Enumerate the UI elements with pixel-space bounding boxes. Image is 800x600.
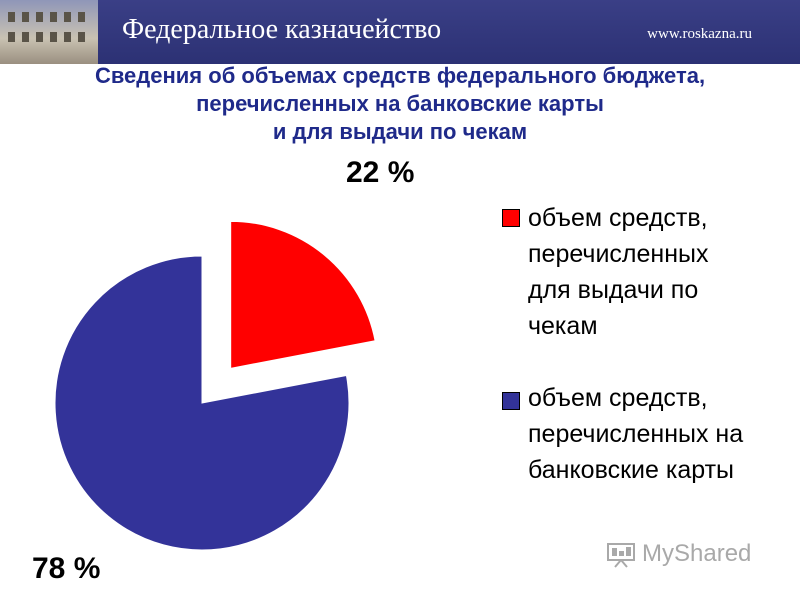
pie-slice-cards	[54, 255, 350, 551]
slice-data-label-checks: 22 %	[346, 156, 415, 189]
chart-title-line-1: Сведения об объемах средств федерального…	[94, 63, 706, 88]
legend-label-line: чекам	[528, 312, 598, 340]
legend-label-line: объем средств,	[528, 204, 708, 232]
header-site-url[interactable]: www.roskazna.ru	[647, 26, 752, 42]
legend-swatch-checks	[502, 209, 520, 227]
legend-label-line: перечисленных на	[528, 420, 744, 448]
pie-slice-checks	[230, 220, 376, 369]
legend-label-line: перечисленных	[528, 240, 709, 268]
legend-label-line: банковские карты	[528, 456, 734, 484]
chart-title: Сведения об объемах средств федерального…	[0, 62, 800, 146]
watermark-text: MyShared	[642, 540, 752, 567]
slice-data-label-cards: 78 %	[32, 552, 101, 585]
legend-label-cards: объем средств, перечисленных на банковск…	[528, 380, 798, 488]
header-banner: Федеральное казначейство www.roskazna.ru	[0, 0, 800, 64]
header-title: Федеральное казначейство	[122, 14, 442, 45]
building-photo	[0, 0, 98, 64]
legend-label-line: для выдачи по	[528, 276, 699, 304]
watermark: MyShared	[606, 536, 751, 576]
legend-swatch-cards	[502, 392, 520, 410]
chart-title-line-3: и для выдачи по чекам	[272, 119, 528, 144]
presentation-board-icon	[607, 542, 635, 568]
chart-title-line-2: перечисленных на банковские карты	[196, 91, 604, 116]
legend-label-checks: объем средств, перечисленных для выдачи …	[528, 200, 798, 344]
legend-label-line: объем средств,	[528, 384, 708, 412]
